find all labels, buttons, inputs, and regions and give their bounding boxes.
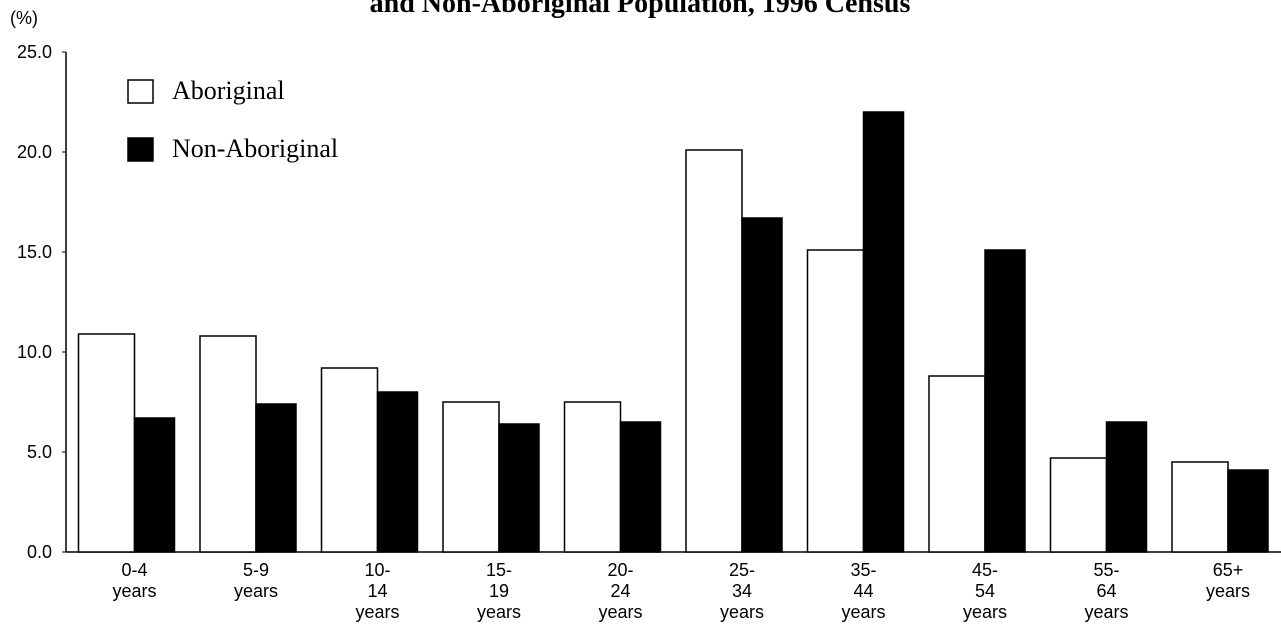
x-tick-line: years	[355, 602, 399, 622]
x-tick-line: years	[477, 602, 521, 622]
x-tick-label: 10-14 years	[355, 560, 399, 622]
bar	[255, 403, 297, 553]
x-tick-line: 20-	[607, 560, 633, 580]
y-tick-label: 10.0	[17, 342, 52, 362]
x-tick-line: 19	[489, 581, 509, 601]
x-tick-line: 10-	[364, 560, 390, 580]
y-tick-label: 15.0	[17, 242, 52, 262]
x-tick-label: 5-9 years	[234, 560, 278, 601]
x-tick-label: 0-4 years	[112, 560, 156, 601]
x-tick-label: 45-54 years	[963, 560, 1007, 622]
y-tick-label: 20.0	[17, 142, 52, 162]
bar	[1171, 461, 1229, 553]
bar	[741, 217, 783, 553]
x-tick-line: 64	[1096, 581, 1116, 601]
bar	[928, 375, 986, 553]
y-tick-label: 25.0	[17, 42, 52, 62]
x-tick-line: years	[963, 602, 1007, 622]
chart-title: and Non-Aboriginal Population, 1996 Cens…	[370, 0, 911, 19]
x-tick-line: 35-	[850, 560, 876, 580]
x-tick-label: 25-34 years	[720, 560, 764, 622]
x-tick-line: 24	[610, 581, 630, 601]
x-tick-line: years	[1084, 602, 1128, 622]
x-tick-label: 65+ years	[1206, 560, 1250, 601]
y-axis-label: (%)	[10, 8, 38, 28]
bar	[563, 401, 622, 553]
x-tick-line: years	[112, 581, 156, 601]
bar	[984, 249, 1026, 553]
x-tick-line: 14	[367, 581, 387, 601]
bar	[619, 421, 662, 553]
x-tick-label: 15-19 years	[477, 560, 521, 622]
legend-label: Aboriginal	[172, 76, 285, 105]
x-tick-line: years	[234, 581, 278, 601]
x-tick-line: 44	[853, 581, 873, 601]
bar	[376, 391, 419, 553]
x-tick-line: 5-9	[243, 560, 269, 580]
bar	[1049, 457, 1108, 553]
legend-label: Non-Aboriginal	[172, 134, 338, 163]
bar	[133, 417, 176, 553]
bar	[320, 367, 379, 553]
x-tick-line: 65+	[1213, 560, 1244, 580]
y-tick-label: 0.0	[27, 542, 52, 562]
x-tick-line: years	[1206, 581, 1250, 601]
x-tick-line: 55-	[1093, 560, 1119, 580]
y-tick-label: 5.0	[27, 442, 52, 462]
legend-swatch	[127, 137, 154, 162]
x-tick-line: 54	[975, 581, 995, 601]
bar	[77, 333, 136, 553]
x-tick-label: 55-64 years	[1084, 560, 1128, 622]
x-tick-label: 35-44 years	[841, 560, 885, 622]
x-tick-line: years	[598, 602, 642, 622]
legend-swatch	[127, 79, 154, 104]
bar	[199, 335, 257, 553]
x-tick-line: years	[720, 602, 764, 622]
bar	[1105, 421, 1148, 553]
x-tick-line: 15-	[486, 560, 512, 580]
x-tick-line: 34	[732, 581, 752, 601]
bar	[862, 111, 905, 553]
bar	[806, 249, 865, 553]
x-tick-line: 25-	[729, 560, 755, 580]
x-tick-line: years	[841, 602, 885, 622]
x-tick-line: 45-	[972, 560, 998, 580]
bar	[498, 423, 540, 553]
bar	[685, 149, 743, 553]
bar	[442, 401, 500, 553]
x-tick-label: 20-24 years	[598, 560, 642, 622]
bar	[1227, 469, 1269, 553]
x-tick-line: 0-4	[121, 560, 147, 580]
